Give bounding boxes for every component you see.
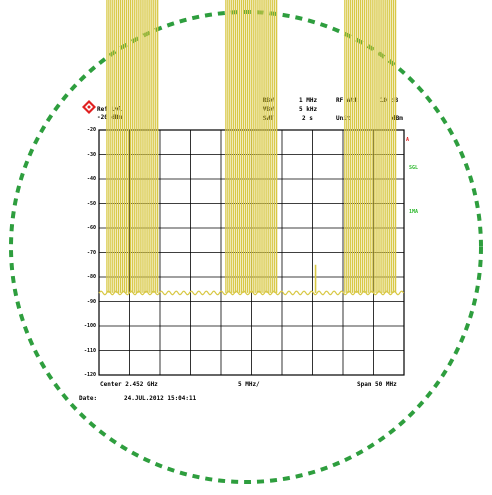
unit-value: dBm	[392, 115, 403, 122]
date-value: 24.JUL.2012 15:04:11	[124, 395, 197, 402]
y-tick-label: -70	[86, 249, 96, 256]
center-frequency: Center 2.452 GHz	[100, 381, 158, 388]
rbw-value: 1 MHz	[299, 97, 318, 104]
y-tick-label: -40	[86, 176, 96, 182]
vbw-value: 5 kHz	[299, 106, 318, 113]
y-tick-label: -120	[83, 372, 96, 378]
rf-att-value: 10 dB	[380, 97, 399, 104]
unit-label: Unit	[336, 115, 351, 122]
y-tick-label: -30	[86, 151, 96, 158]
y-tick-label: -80	[86, 274, 96, 280]
trace-mode-label: 1MA	[409, 209, 419, 215]
y-tick-label: -110	[83, 347, 96, 354]
frequency-per-division: 5 MHz/	[238, 381, 260, 388]
y-tick-label: -60	[86, 225, 96, 231]
y-tick-label: -50	[86, 200, 96, 207]
ref-level-label: Ref Lvl	[97, 106, 123, 113]
ref-level-value: -20 dBm	[97, 114, 123, 121]
trace-marker-a: A	[406, 137, 410, 143]
swt-value: 2 s	[302, 115, 313, 122]
frequency-span: Span 50 MHz	[357, 381, 397, 388]
rohde-schwarz-logo-icon	[82, 100, 96, 114]
y-tick-label: -100	[83, 323, 96, 329]
spectrum-trace	[98, 0, 405, 296]
date-label: Date:	[79, 395, 98, 402]
sgl-label: SGL	[409, 165, 419, 171]
y-tick-label: -20	[86, 127, 96, 133]
y-tick-label: -90	[86, 298, 96, 305]
